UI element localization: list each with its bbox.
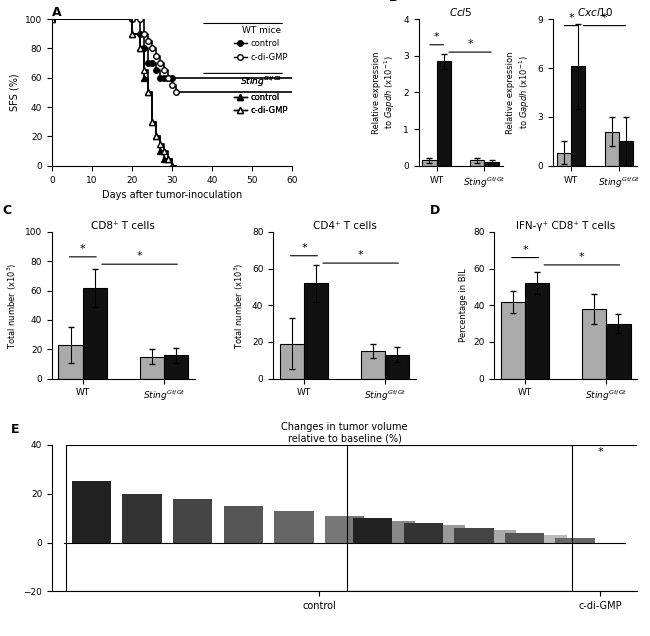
Bar <box>571 66 586 166</box>
Text: D: D <box>430 204 440 218</box>
Bar <box>484 162 499 166</box>
Title: $\it{Ccl5}$: $\it{Ccl5}$ <box>448 6 473 18</box>
Text: *: * <box>597 447 603 457</box>
Bar <box>353 518 393 543</box>
Y-axis label: Total number (x10$^{3}$): Total number (x10$^{3}$) <box>233 262 246 349</box>
Title: IFN-γ⁺ CD8⁺ T cells: IFN-γ⁺ CD8⁺ T cells <box>516 221 616 231</box>
Bar <box>556 537 595 543</box>
Bar <box>122 494 162 543</box>
Y-axis label: Total number (x10$^{3}$): Total number (x10$^{3}$) <box>6 262 20 349</box>
Bar <box>606 324 630 378</box>
Text: *: * <box>80 244 86 254</box>
Bar <box>476 530 516 543</box>
Title: $\it{Cxcl10}$: $\it{Cxcl10}$ <box>577 6 613 18</box>
Text: *: * <box>602 13 607 23</box>
Y-axis label: Relative expression
to $Gapdh$ (x10$^{-1}$): Relative expression to $Gapdh$ (x10$^{-1… <box>372 52 398 134</box>
Text: *: * <box>579 252 585 262</box>
Text: B: B <box>389 0 398 4</box>
Text: E: E <box>11 423 20 436</box>
Bar <box>619 141 633 166</box>
Bar <box>173 499 213 543</box>
Title: CD4⁺ T cells: CD4⁺ T cells <box>313 221 376 231</box>
Title: Changes in tumor volume
relative to baseline (%): Changes in tumor volume relative to base… <box>281 422 408 444</box>
Text: A: A <box>52 6 62 19</box>
Bar <box>582 309 606 378</box>
Title: CD8⁺ T cells: CD8⁺ T cells <box>92 221 155 231</box>
Bar <box>274 511 313 543</box>
X-axis label: Days after tumor-inoculation: Days after tumor-inoculation <box>102 190 242 200</box>
Text: C: C <box>2 204 11 218</box>
Text: *: * <box>523 245 528 254</box>
Bar <box>422 160 437 166</box>
Legend: control, c-di-GMP: control, c-di-GMP <box>234 74 288 115</box>
Bar <box>83 287 107 378</box>
Bar <box>66 445 572 591</box>
Bar <box>224 506 263 543</box>
Bar <box>164 355 188 378</box>
Text: *: * <box>467 39 473 49</box>
Bar <box>604 132 619 166</box>
Bar <box>404 523 443 543</box>
Bar <box>304 283 328 378</box>
Bar <box>58 345 83 378</box>
Bar <box>505 533 544 543</box>
Bar <box>325 516 364 543</box>
Text: *: * <box>358 250 363 260</box>
Bar <box>437 61 451 166</box>
Bar <box>525 283 549 378</box>
Text: *: * <box>568 13 574 23</box>
Text: *: * <box>136 251 142 261</box>
Bar <box>376 520 415 543</box>
Bar <box>426 525 465 543</box>
Bar <box>72 481 111 543</box>
Bar <box>527 536 567 543</box>
Bar <box>140 357 164 378</box>
Bar <box>557 153 571 166</box>
Text: *: * <box>434 32 439 42</box>
Bar <box>500 301 525 378</box>
Bar <box>347 445 650 591</box>
Text: *: * <box>301 243 307 252</box>
Bar <box>280 344 304 378</box>
Bar <box>361 351 385 378</box>
Y-axis label: Relative expression
to $Gapdh$ (x10$^{-1}$): Relative expression to $Gapdh$ (x10$^{-1… <box>506 52 532 134</box>
Bar <box>470 160 484 166</box>
Y-axis label: SFS (%): SFS (%) <box>10 74 20 111</box>
Bar <box>454 528 493 543</box>
Y-axis label: Percentage in BIL: Percentage in BIL <box>458 268 467 342</box>
Bar <box>385 355 410 378</box>
